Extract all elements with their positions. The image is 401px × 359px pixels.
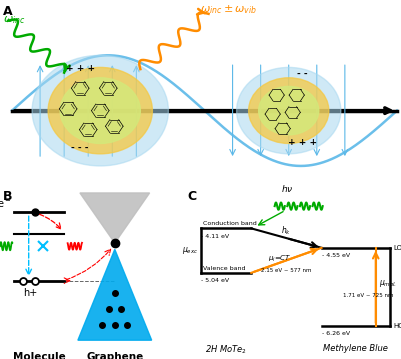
Ellipse shape bbox=[249, 78, 329, 144]
Text: e$^-$: e$^-$ bbox=[0, 199, 11, 210]
Ellipse shape bbox=[60, 78, 140, 144]
Polygon shape bbox=[78, 250, 152, 340]
Text: $\mu_i$=CT: $\mu_i$=CT bbox=[268, 254, 292, 264]
Text: 2.15 eV ~ 577 nm: 2.15 eV ~ 577 nm bbox=[261, 269, 312, 274]
Text: $\mu_{mol.}$: $\mu_{mol.}$ bbox=[379, 279, 397, 289]
Ellipse shape bbox=[237, 67, 341, 154]
Text: $\omega_{inc} \pm \omega_{vib}$: $\omega_{inc} \pm \omega_{vib}$ bbox=[200, 3, 258, 15]
Text: $h\nu$: $h\nu$ bbox=[281, 183, 294, 195]
Text: + + +: + + + bbox=[66, 64, 95, 73]
Text: - 6.26 eV: - 6.26 eV bbox=[322, 331, 350, 336]
Text: A: A bbox=[3, 5, 13, 18]
Text: - 4.55 eV: - 4.55 eV bbox=[322, 253, 350, 258]
Text: HOMO: HOMO bbox=[393, 323, 401, 328]
Text: Valence band: Valence band bbox=[203, 266, 245, 271]
Text: $h_k$: $h_k$ bbox=[281, 225, 291, 237]
Text: - - -: - - - bbox=[71, 143, 89, 152]
Ellipse shape bbox=[48, 67, 152, 154]
Text: - 4.11 eV: - 4.11 eV bbox=[201, 234, 229, 239]
Text: $\mu_{exc}$: $\mu_{exc}$ bbox=[182, 245, 198, 256]
Ellipse shape bbox=[32, 55, 168, 166]
Text: Graphene: Graphene bbox=[86, 352, 144, 359]
Text: 1.71 eV ~ 725 nm: 1.71 eV ~ 725 nm bbox=[343, 293, 394, 298]
Text: B: B bbox=[3, 190, 13, 204]
Text: 2H MoTe$_2$: 2H MoTe$_2$ bbox=[205, 344, 247, 356]
Text: $\omega_{inc}$: $\omega_{inc}$ bbox=[3, 14, 26, 25]
Text: Conduction band: Conduction band bbox=[203, 222, 256, 227]
Text: - 5.04 eV: - 5.04 eV bbox=[201, 278, 229, 283]
Text: h+: h+ bbox=[24, 288, 38, 298]
Text: Molecule: Molecule bbox=[12, 352, 65, 359]
Text: + + +: + + + bbox=[288, 138, 317, 147]
Text: LOMO: LOMO bbox=[393, 245, 401, 251]
Text: C: C bbox=[187, 190, 196, 203]
Polygon shape bbox=[80, 193, 150, 243]
Text: - -: - - bbox=[298, 69, 308, 78]
Text: Methylene Blue: Methylene Blue bbox=[324, 344, 388, 353]
Ellipse shape bbox=[259, 87, 319, 135]
